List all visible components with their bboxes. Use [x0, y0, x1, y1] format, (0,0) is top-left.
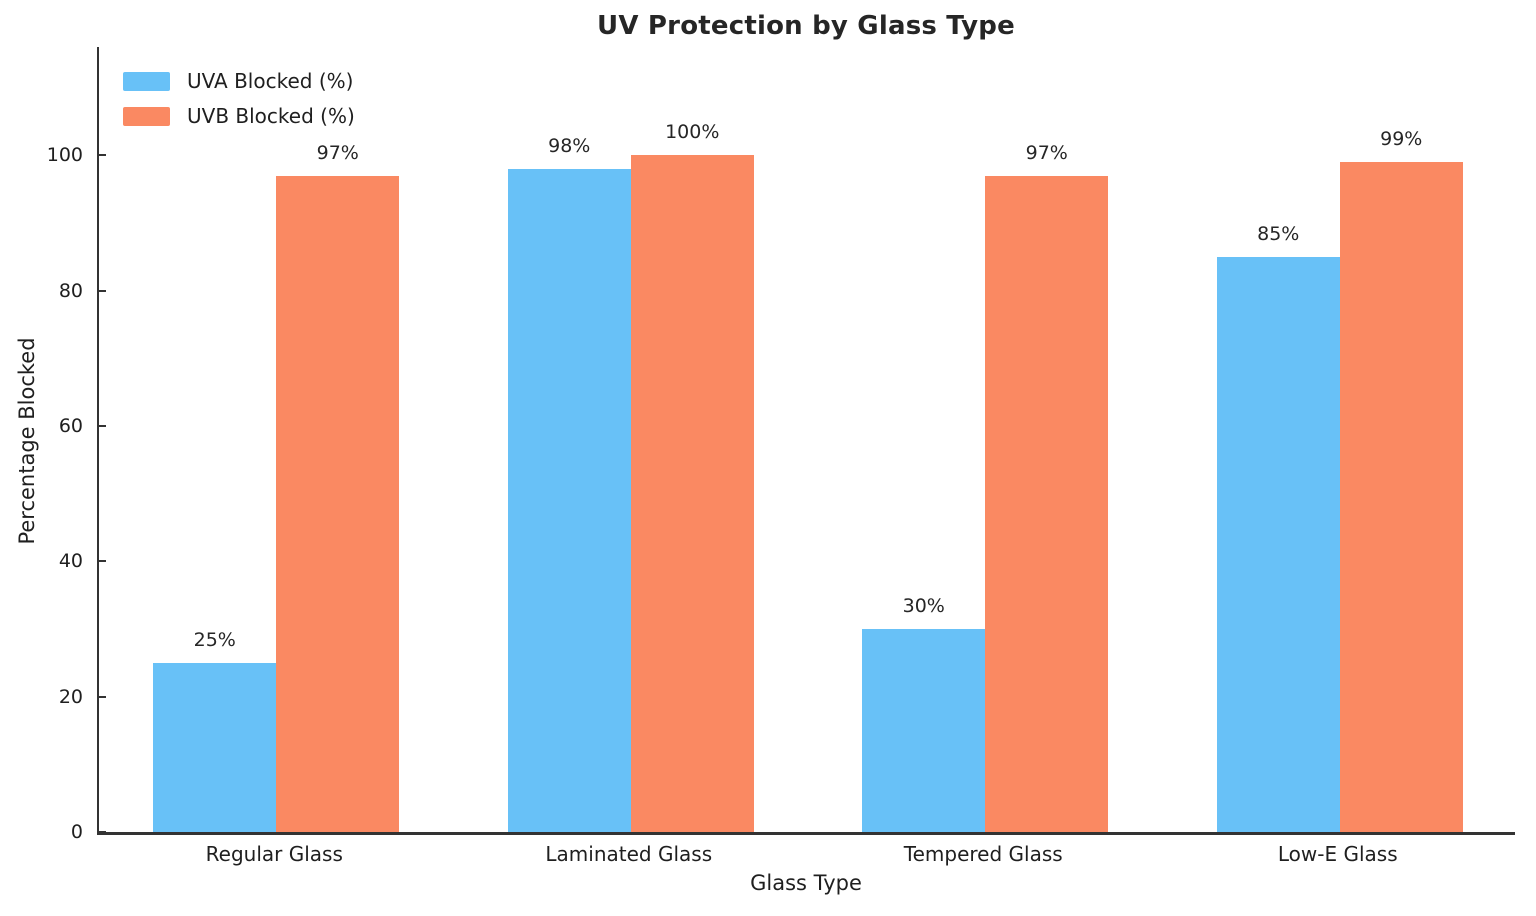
y-tick-label: 0	[70, 821, 83, 843]
bar-value-label: 97%	[316, 141, 359, 164]
x-tick-label: Laminated Glass	[545, 842, 713, 866]
uva-bar-1: 25%	[153, 629, 277, 832]
x-tick-label: Regular Glass	[205, 842, 343, 866]
y-tick-mark	[97, 424, 106, 427]
y-tick-mark	[97, 289, 106, 292]
x-axis-label: Glass Type	[750, 871, 862, 895]
y-tick-label: 100	[46, 144, 83, 167]
legend-item-uvb: UVB Blocked (%)	[123, 104, 355, 128]
legend-item-uva: UVA Blocked (%)	[123, 69, 355, 93]
bar-group-low-e-glass: 85% 99%	[1216, 47, 1463, 832]
uva-legend-label: UVA Blocked (%)	[187, 69, 354, 93]
uva-bar-3: 30%	[862, 595, 986, 832]
bar-group-tempered-glass: 30% 97%	[862, 47, 1109, 832]
uvb-bar-4: 99%	[1339, 128, 1463, 832]
bar-value-label: 85%	[1257, 222, 1300, 245]
bar-value-label: 98%	[548, 134, 591, 157]
y-tick-label: 80	[58, 279, 83, 302]
y-tick-mark	[97, 695, 106, 698]
bar-value-label: 25%	[193, 628, 236, 651]
y-tick-label: 40	[58, 550, 83, 573]
y-tick-mark	[97, 560, 106, 563]
chart-title: UV Protection by Glass Type	[597, 11, 1015, 41]
bar-group-laminated-glass: 98% 100%	[507, 47, 754, 832]
y-tick-label: 20	[58, 685, 83, 708]
uva-bar-2: 98%	[507, 135, 631, 832]
uvb-bar-2: 100%	[630, 121, 754, 832]
bar-value-label: 30%	[902, 594, 945, 617]
uvb-legend-swatch	[123, 106, 170, 126]
y-axis-label: Percentage Blocked	[15, 337, 39, 545]
uvb-bar-3: 97%	[985, 142, 1109, 832]
uva-bar-4: 85%	[1216, 223, 1340, 832]
y-tick-mark	[97, 154, 106, 157]
y-tick-mark	[97, 831, 106, 833]
bars-layer: 25% 97% 98% 100% 30% 97% 85% 99%	[99, 47, 1515, 832]
uvb-bar-1: 97%	[276, 142, 400, 832]
uva-legend-swatch	[123, 71, 170, 91]
x-tick-label: Low-E Glass	[1277, 842, 1398, 866]
bar-value-label: 99%	[1380, 128, 1423, 151]
legend: UVA Blocked (%) UVB Blocked (%)	[123, 69, 355, 128]
uvb-legend-label: UVB Blocked (%)	[187, 104, 355, 128]
x-tick-label: Tempered Glass	[903, 842, 1063, 866]
y-tick-label: 60	[58, 414, 83, 437]
bar-value-label: 97%	[1025, 141, 1068, 164]
bar-group-regular-glass: 25% 97%	[153, 47, 400, 832]
bar-value-label: 100%	[665, 121, 720, 144]
plot-area: 25% 97% 98% 100% 30% 97% 85% 99% UVA Blocked (%…	[97, 47, 1515, 835]
